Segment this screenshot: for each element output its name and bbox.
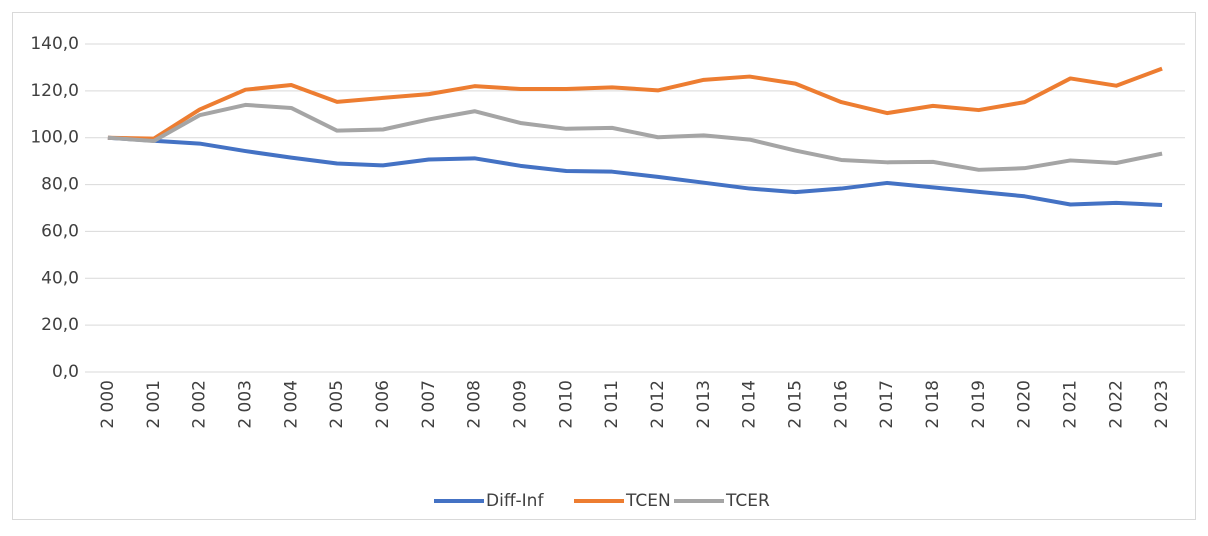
legend-label: TCEN — [625, 491, 671, 511]
x-tick-label: 2 016 — [831, 380, 851, 429]
x-tick-label: 2 001 — [144, 380, 164, 429]
x-tick-label: 2 017 — [877, 380, 897, 429]
x-tick-label: 2 018 — [923, 380, 943, 429]
x-tick-label: 2 011 — [602, 380, 622, 429]
x-tick-label: 2 009 — [510, 380, 530, 429]
x-tick-label: 2 015 — [785, 380, 805, 429]
x-tick-label: 2 013 — [694, 380, 714, 429]
x-tick-label: 2 019 — [969, 380, 989, 429]
y-tick-label: 80,0 — [41, 175, 79, 195]
x-tick-label: 2 003 — [235, 380, 255, 429]
x-tick-label: 2 023 — [1152, 380, 1172, 429]
x-tick-label: 2 004 — [281, 380, 301, 429]
y-tick-label: 20,0 — [41, 315, 79, 335]
legend-label: TCER — [725, 491, 770, 511]
chart-frame — [12, 12, 1196, 520]
y-tick-label: 140,0 — [30, 34, 79, 54]
x-tick-label: 2 006 — [373, 380, 393, 429]
line-series — [107, 102, 1163, 172]
line-series — [107, 66, 1163, 141]
x-tick-label: 2 007 — [419, 380, 439, 429]
y-tick-label: 0,0 — [52, 362, 79, 382]
x-tick-label: 2 002 — [190, 380, 210, 429]
y-tick-label: 100,0 — [30, 128, 79, 148]
line-series — [107, 135, 1163, 207]
x-tick-label: 2 020 — [1015, 380, 1035, 429]
x-tick-label: 2 000 — [98, 380, 118, 429]
y-tick-label: 40,0 — [41, 268, 79, 288]
y-tick-label: 120,0 — [30, 81, 79, 101]
x-tick-label: 2 021 — [1060, 380, 1080, 429]
legend-label: Diff-Inf — [486, 491, 544, 511]
x-tick-label: 2 008 — [465, 380, 485, 429]
x-tick-label: 2 022 — [1106, 380, 1126, 429]
x-tick-label: 2 014 — [740, 380, 760, 429]
x-tick-label: 2 005 — [327, 380, 347, 429]
x-tick-label: 2 012 — [648, 380, 668, 429]
x-tick-label: 2 010 — [556, 380, 576, 429]
y-tick-label: 60,0 — [41, 221, 79, 241]
